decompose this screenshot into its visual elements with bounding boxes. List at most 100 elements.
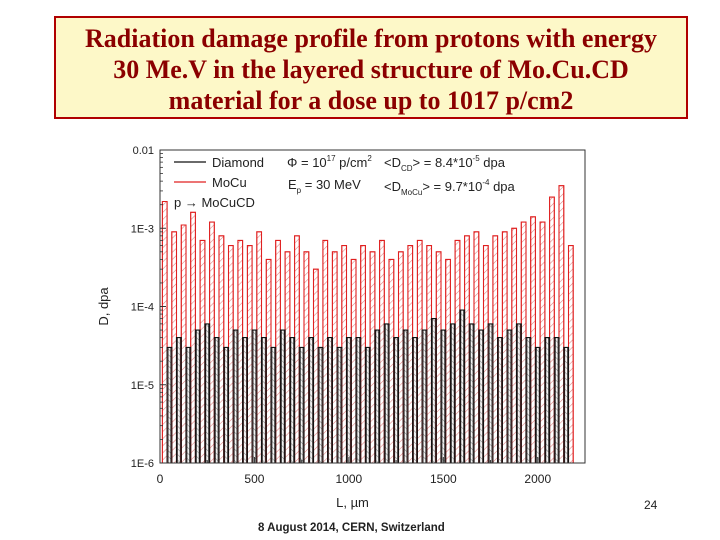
diamond-layer-bar [375,329,379,464]
mocu-layer-bar [511,227,517,464]
x-axis-label: L, µm [336,495,369,510]
y-tick-label: 1E-5 [131,380,154,392]
diamond-layer-bar [536,347,540,464]
footer-text: 8 August 2014, CERN, Switzerland [258,522,445,534]
diamond-layer-bar [177,337,181,464]
diamond-layer-bar [366,347,370,464]
series-line-diamond [166,309,570,463]
diamond-layer-bar [422,329,427,464]
diamond-layer-bar [460,309,464,464]
mocu-layer-bar [416,239,423,464]
mocu-layer-bar [445,258,451,464]
mocu-layer-bar [558,185,565,464]
mocu-layer-bar [218,235,225,464]
mocu-layer-bar [313,268,319,464]
y-tick-label: 1E-6 [131,458,154,470]
y-tick-label: 1E-4 [131,302,154,314]
mocu-layer-bar [180,224,187,464]
x-tick-label: 500 [244,472,264,486]
mocu-layer-bar [492,235,499,464]
diamond-layer-bar [309,337,313,464]
mocu-layer-bar [388,258,395,464]
diamond-layer-bar [526,337,531,464]
mocu-layer-bar [284,251,291,464]
legend-label-diamond: Diamond [212,155,264,170]
diamond-layer-bar [214,337,219,464]
diamond-layer-bar [441,329,446,464]
mocu-layer-bar [568,245,574,464]
diamond-layer-bar [451,323,455,464]
diamond-layer-bar [413,337,417,464]
diamond-layer-bar [554,337,559,464]
diamond-layer-bar [469,323,474,464]
diamond-layer-bar [328,337,332,464]
diamond-layer-bar [517,323,521,464]
mocu-layer-bar [171,231,177,464]
mocu-layer-bar [161,201,168,464]
mocu-layer-bar [520,221,527,464]
legend-energy: Ep = 30 MeV [288,177,361,195]
legend: Diamond MoCu p → MoCuCD Φ = 1017 p/cm2 E… [174,154,516,210]
mocu-layer-bar [190,211,196,464]
y-tick-label: 1E-3 [131,223,154,235]
diamond-layer-bar [488,323,493,464]
mocu-layer-bar [426,245,432,464]
x-tick-label: 0 [157,472,164,486]
mocu-layer-bar [265,258,272,464]
series-line-mocu [161,185,574,463]
diamond-layer-bar [281,329,285,464]
diamond-layer-bar [347,337,351,464]
x-tick-label: 1500 [430,472,457,486]
legend-avg-mocu: <DMoCu> = 9.7*10-4 dpa [384,178,516,197]
x-tick-label: 2000 [524,472,551,486]
diamond-layer-bar [196,329,200,464]
diamond-layer-bar [479,329,483,464]
mocu-layer-bar [275,239,281,464]
mocu-layer-bar [341,245,347,464]
diamond-layer-bar [252,329,257,464]
mocu-layer-bar [209,221,215,464]
mocu-layer-bar [549,196,555,464]
diamond-layer-bar [507,329,512,464]
mocu-layer-bar [303,251,310,464]
diamond-layer-bar [403,329,408,464]
diamond-layer-bar [318,347,323,464]
mocu-layer-bar [483,245,489,464]
diamond-layer-bar [564,347,568,464]
diamond-layer-bar [224,347,228,464]
diamond-layer-bar [432,318,436,464]
mocu-layer-bar [530,216,536,464]
mocu-layer-bar [199,239,206,464]
diamond-layer-bar [498,337,502,464]
y-tick-label: 0.01 [133,145,154,157]
mocu-layer-bar [228,245,234,464]
diamond-layer-bar [233,329,238,464]
mocu-layer-bar [454,239,461,464]
mocu-layer-bar [501,231,508,464]
legend-label-mocu: MoCu [212,175,247,190]
diamond-layer-bar [290,337,294,464]
diamond-layer-bar [545,337,549,464]
slide-title-line-1: Radiation damage profile from protons wi… [85,24,657,53]
mocu-layer-bar [473,231,480,464]
mocu-layer-bar [256,231,262,464]
slide-title-box: Radiation damage profile from protons wi… [54,16,688,119]
y-axis-label: D, dpa [96,287,111,326]
mocu-layer-bar [407,245,414,464]
slide-title-line-2: 30 Me.V in the layered structure of Mo.C… [113,55,629,84]
mocu-layer-bar [246,245,253,464]
diamond-layer-bar [243,337,247,464]
diamond-layer-bar [356,337,361,464]
diamond-layer-bar [271,347,276,464]
diamond-layer-bar [262,337,266,464]
diamond-layer-bar [205,323,209,464]
diamond-layer-bar [394,337,398,464]
mocu-layer-bar [464,235,470,464]
mocu-layer-bar [398,251,404,464]
mocu-layer-bar [539,221,546,464]
mocu-layer-bar [379,239,385,464]
diamond-layer-bar [167,347,172,464]
mocu-layer-bar [360,245,366,464]
legend-fluence: Φ = 1017 p/cm2 [287,154,372,170]
